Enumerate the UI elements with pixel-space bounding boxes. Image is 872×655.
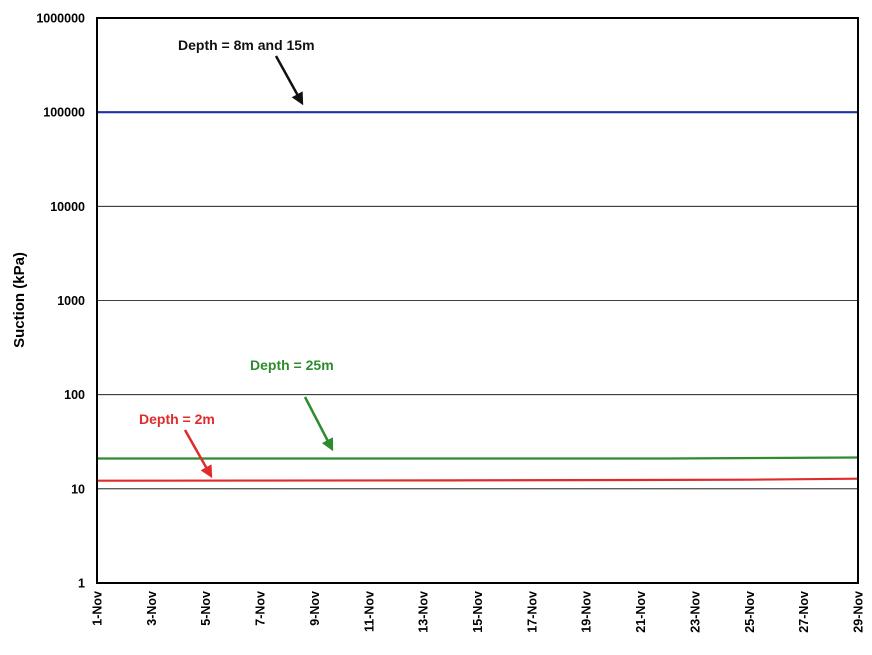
x-tick-labels: 1-Nov 3-Nov 5-Nov 7-Nov 9-Nov 11-Nov 13-Nov 15-… xyxy=(91,591,866,633)
x-tick-label: 15-Nov xyxy=(471,591,485,633)
x-tick-label: 25-Nov xyxy=(743,591,757,633)
series-line-1 xyxy=(97,456,859,460)
series-line-2 xyxy=(96,477,859,482)
y-tick-label: 10000 xyxy=(50,200,85,214)
grid-lines xyxy=(97,111,858,490)
annotation-label-0: Depth = 8m and 15m xyxy=(178,37,315,53)
x-tick-label: 11-Nov xyxy=(362,591,376,632)
y-tick-label: 10 xyxy=(71,482,85,496)
annotation-label-1: Depth = 25m xyxy=(250,357,334,373)
annotation-arrow-2 xyxy=(183,429,213,479)
y-tick-label: 1000 xyxy=(57,294,85,308)
x-tick-label: 5-Nov xyxy=(199,591,213,626)
x-tick-label: 9-Nov xyxy=(308,591,322,626)
annotation-label-2: Depth = 2m xyxy=(139,411,215,427)
annotations: Depth = 8m and 15m Depth = 25m Depth = 2m xyxy=(139,37,334,479)
x-tick-label: 17-Nov xyxy=(525,591,539,633)
x-tick-label: 23-Nov xyxy=(688,591,702,633)
x-tick-label: 27-Nov xyxy=(797,591,811,633)
x-tick-label: 21-Nov xyxy=(634,591,648,633)
plot-frame xyxy=(96,17,859,584)
series-lines xyxy=(96,111,859,482)
x-tick-label: 3-Nov xyxy=(145,591,159,626)
x-tick-label: 1-Nov xyxy=(91,591,105,626)
y-tick-label: 1000000 xyxy=(36,12,85,26)
y-axis-label: Suction (kPa) xyxy=(11,252,28,348)
y-tick-label: 1 xyxy=(78,577,85,591)
x-tick-label: 7-Nov xyxy=(254,591,268,626)
x-tick-label: 29-Nov xyxy=(852,591,866,633)
annotation-arrow-0 xyxy=(274,55,304,106)
y-tick-label: 100000 xyxy=(43,106,85,120)
y-tick-label: 100 xyxy=(64,388,85,402)
y-tick-labels: 1 10 100 1000 10000 100000 1000000 xyxy=(36,12,85,591)
x-tick-label: 19-Nov xyxy=(580,591,594,633)
x-tick-label: 13-Nov xyxy=(417,591,431,633)
annotation-arrow-1 xyxy=(303,396,334,452)
